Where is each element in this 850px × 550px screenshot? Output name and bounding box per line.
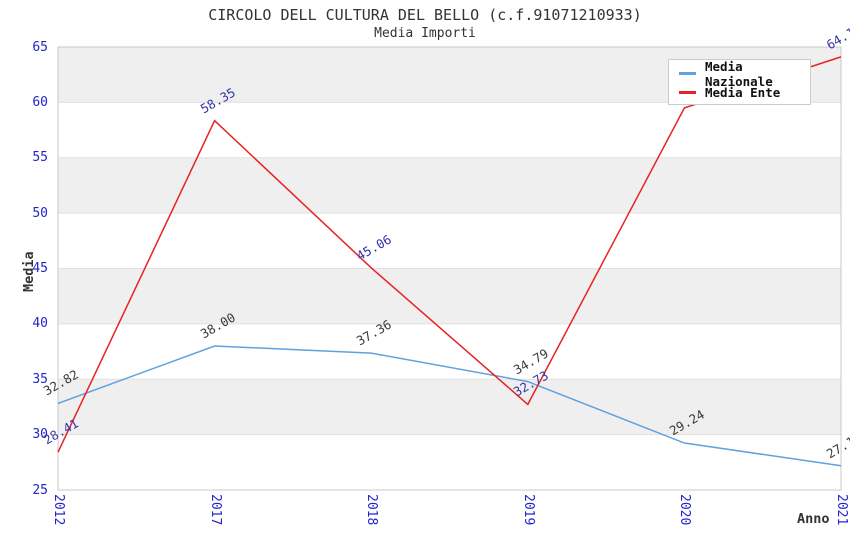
plot-band: [58, 323, 841, 380]
plot-band: [58, 213, 841, 269]
y-tick-label: 35: [32, 371, 48, 387]
y-tick-label: 25: [32, 482, 48, 498]
series-line-media-nazionale: [57, 345, 842, 467]
legend-label: Media Nazionale: [705, 58, 773, 89]
x-tick-label: 2017: [207, 494, 223, 526]
x-tick-label: 2019: [520, 494, 536, 526]
plot-border: [57, 46, 842, 491]
page-title: CIRCOLO DELL CULTURA DEL BELLO (c.f.9107…: [208, 6, 642, 24]
legend-item-media-nazionale: Media Nazionale: [679, 59, 810, 89]
legend-line-swatch-blue: [679, 72, 696, 75]
y-tick-label: 55: [32, 150, 48, 166]
y-tick-label: 40: [32, 316, 48, 332]
legend-item-media-ente: Media Ente: [679, 83, 810, 102]
x-tick-label: 2018: [364, 494, 380, 526]
chart-subtitle: Media Importi: [374, 26, 476, 41]
legend: Media Nazionale Media Ente: [668, 59, 811, 105]
y-tick-label: 60: [32, 94, 48, 110]
y-tick-label: 45: [32, 261, 48, 276]
legend-line-swatch-red: [679, 91, 696, 94]
plot-band: [58, 434, 841, 490]
plot-band: [58, 268, 841, 324]
y-tick-label: 65: [32, 39, 48, 55]
y-tick-label: 50: [32, 205, 48, 221]
plot-band: [58, 379, 841, 435]
y-tick-label: 30: [32, 427, 48, 443]
legend-label: Media Ente: [705, 85, 781, 100]
plot-band: [58, 102, 841, 158]
x-axis-label: Anno: [797, 511, 830, 527]
x-tick-label: 2020: [677, 494, 693, 526]
x-tick-label: 2021: [834, 494, 849, 526]
x-tick-label: 2012: [51, 494, 66, 526]
plot-band: [58, 157, 841, 214]
